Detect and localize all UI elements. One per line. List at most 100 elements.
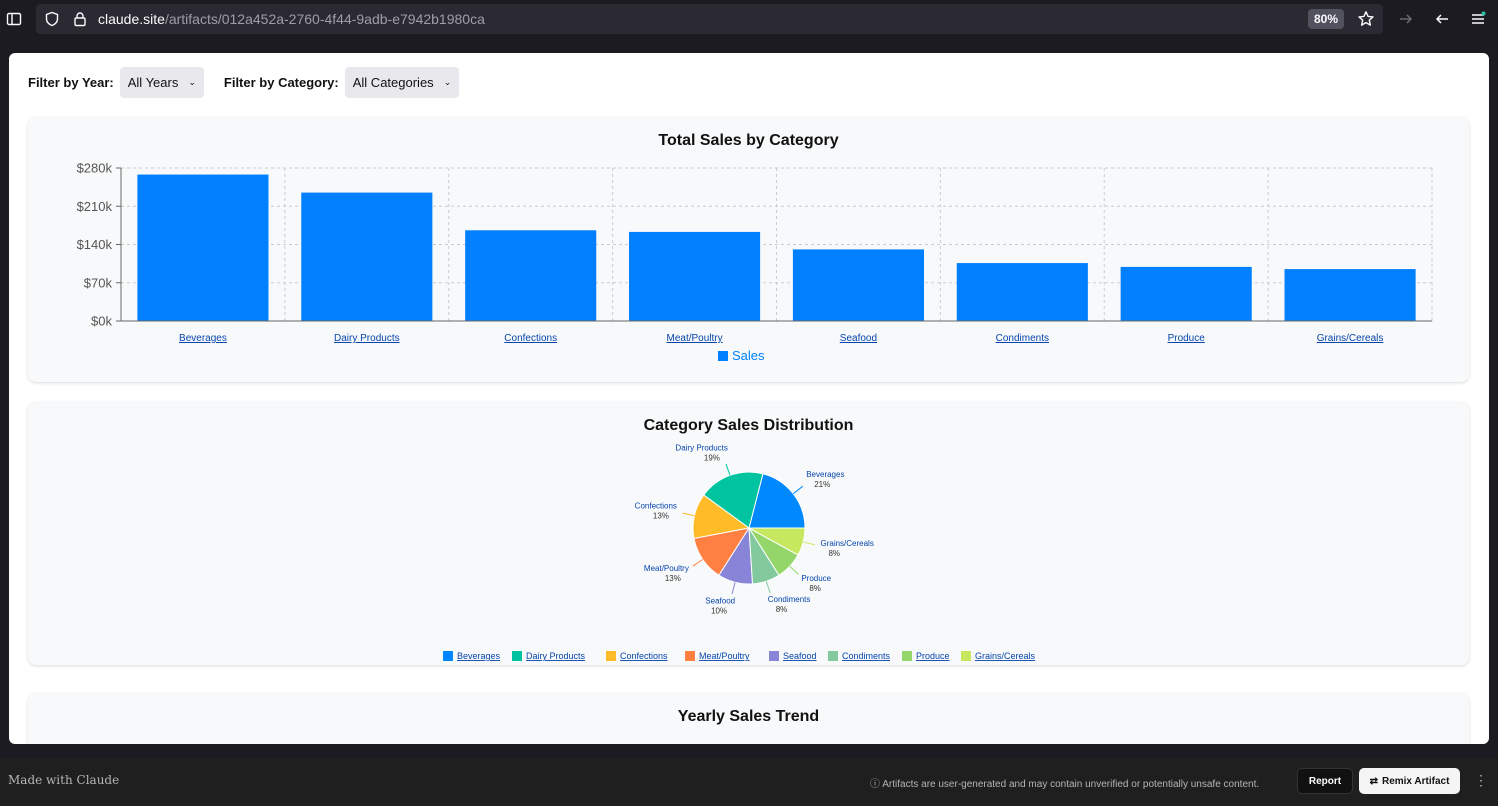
legend-label-condiments[interactable]: Condiments	[842, 651, 891, 661]
legend-swatch-condiments	[828, 651, 838, 661]
year-filter-select[interactable]: All Years ⌄	[119, 66, 204, 98]
category-filter-select[interactable]: All Categories ⌄	[344, 66, 460, 98]
pie-chart-title: Category Sales Distribution	[643, 417, 854, 434]
legend-label-sales: Sales	[732, 348, 765, 363]
pie-label-line	[682, 512, 695, 517]
shuffle-icon: ⇄	[1369, 775, 1378, 787]
filter-bar: Filter by Year: All Years ⌄ Filter by Ca…	[28, 66, 479, 98]
pie-label-line	[803, 541, 815, 546]
bar-seafood	[792, 249, 924, 321]
pie-label-value: 10%	[711, 606, 727, 615]
y-tick-label: $0k	[91, 314, 112, 329]
pie-label-name: Dairy Products	[675, 444, 727, 453]
y-tick-label: $70k	[84, 275, 113, 290]
pie-slice-grains-cereals	[748, 527, 806, 556]
x-tick-label[interactable]: Seafood	[840, 333, 877, 344]
bar-chart: $0k $70k $140k $210k $280k Beverages Dairy Pro…	[77, 161, 1433, 363]
chevron-down-icon: ⌄	[443, 76, 452, 87]
legend-swatch-confections	[606, 651, 616, 661]
pie-label-line	[731, 582, 736, 594]
pie-label-line	[765, 581, 771, 593]
pie-label-name: Beverages	[806, 470, 844, 479]
pie-label-value: 13%	[653, 512, 669, 521]
legend-label-grains-cereals[interactable]: Grains/Cereals	[975, 651, 1036, 661]
trend-chart-card: Yearly Sales Trend	[28, 693, 1469, 744]
artifact-footer: Made with Claude ⓘ Artifacts are user-ge…	[0, 758, 1498, 806]
legend-swatch-seafood	[769, 651, 779, 661]
pie-label-name: Grains/Cereals	[820, 539, 873, 548]
legend-label-confections[interactable]: Confections	[620, 651, 668, 661]
shield-icon[interactable]	[40, 7, 64, 31]
pie-label-line	[692, 559, 703, 567]
year-filter-label: Filter by Year:	[28, 74, 114, 90]
x-tick-label[interactable]: Produce	[1168, 333, 1206, 344]
pie-label-value: 13%	[665, 574, 681, 583]
more-options-icon[interactable]: ⋮	[1474, 772, 1488, 788]
legend-swatch-meat-poultry	[685, 651, 695, 661]
legend-swatch-produce	[902, 651, 912, 661]
pie-label-line	[725, 463, 731, 476]
pie-chart-card: Category Sales Distribution Beverages 21%…	[28, 402, 1469, 665]
category-filter-value: All Categories	[352, 74, 434, 90]
report-button[interactable]: Report	[1297, 768, 1353, 794]
bookmark-star-icon[interactable]	[1354, 7, 1378, 31]
y-tick-label: $280k	[77, 161, 113, 176]
pie-slice-dairy-products	[702, 471, 764, 529]
back-arrow-icon[interactable]	[1430, 7, 1454, 31]
pie-label-line	[792, 485, 804, 495]
legend-label-meat-poultry[interactable]: Meat/Poultry	[699, 651, 750, 661]
pie-label-value: 21%	[814, 480, 830, 489]
url-bar[interactable]: claude.site/artifacts/012a452a-2760-4f44…	[36, 4, 1383, 34]
trend-chart-title: Yearly Sales Trend	[677, 708, 820, 725]
pie-label-value: 8%	[828, 549, 840, 558]
chevron-down-icon: ⌄	[188, 76, 196, 87]
y-tick-label: $140k	[77, 237, 113, 252]
bar-meat-poultry	[629, 231, 761, 321]
x-tick-label[interactable]: Meat/Poultry	[666, 333, 722, 344]
legend-swatch-grains-cereals	[961, 651, 971, 661]
info-icon: ⓘ	[870, 779, 880, 790]
made-with-claude[interactable]: Made with Claude	[8, 773, 120, 787]
pie-label-value: 19%	[704, 454, 720, 463]
zoom-indicator[interactable]: 80%	[1308, 9, 1344, 29]
bar-chart-card: Total Sales by Category $0k $70k $140k $210…	[28, 117, 1469, 382]
forward-arrow-icon[interactable]	[1394, 7, 1418, 31]
legend-swatch-beverages	[443, 651, 453, 661]
bar-chart-title: Total Sales by Category	[658, 132, 839, 149]
legend-swatch-dairy-products	[512, 651, 522, 661]
notice-text: Artifacts are user-generated and may con…	[882, 779, 1260, 790]
category-filter-label: Filter by Category:	[223, 74, 339, 90]
legend-label-produce[interactable]: Produce	[916, 651, 950, 661]
bar-condiments	[956, 263, 1088, 321]
x-tick-label[interactable]: Confections	[504, 333, 557, 344]
bar-produce	[1120, 266, 1252, 321]
lock-icon[interactable]	[68, 7, 92, 31]
bar-beverages	[137, 174, 269, 321]
url-text[interactable]: claude.site/artifacts/012a452a-2760-4f44…	[98, 11, 485, 27]
menu-icon[interactable]	[1466, 7, 1490, 31]
pie-label-value: 8%	[809, 584, 821, 593]
legend-label-dairy-products[interactable]: Dairy Products	[526, 651, 586, 661]
y-tick-label: $210k	[77, 199, 113, 214]
remix-artifact-button[interactable]: ⇄ Remix Artifact	[1359, 768, 1460, 794]
pie-label-name: Seafood	[705, 596, 735, 605]
unsafe-content-notice: ⓘ Artifacts are user-generated and may c…	[870, 775, 1259, 790]
url-path: /artifacts/012a452a-2760-4f44-9adb-e7942…	[164, 11, 485, 27]
x-tick-label[interactable]: Grains/Cereals	[1317, 333, 1384, 344]
x-tick-label[interactable]: Beverages	[179, 333, 227, 344]
browser-toolbar: claude.site/artifacts/012a452a-2760-4f44…	[0, 0, 1498, 38]
year-filter-value: All Years	[127, 74, 179, 90]
sidebar-toggle-icon[interactable]	[2, 7, 26, 31]
pie-label-name: Confections	[635, 502, 677, 511]
x-tick-label[interactable]: Dairy Products	[334, 333, 400, 344]
legend-label-seafood[interactable]: Seafood	[783, 651, 817, 661]
page-viewport: Filter by Year: All Years ⌄ Filter by Ca…	[9, 53, 1489, 744]
remix-label: Remix Artifact	[1381, 775, 1450, 787]
pie-label-line	[789, 565, 799, 575]
bar-confections	[465, 230, 597, 321]
pie-label-value: 8%	[776, 605, 788, 614]
legend-label-beverages[interactable]: Beverages	[457, 651, 501, 661]
x-tick-label[interactable]: Condiments	[996, 333, 1049, 344]
bar-grains-cereals	[1284, 269, 1416, 321]
